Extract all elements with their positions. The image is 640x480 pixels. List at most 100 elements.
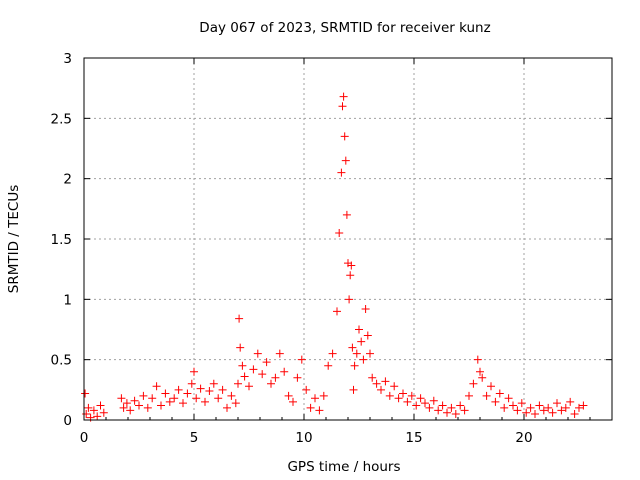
- data-point: [284, 391, 293, 400]
- data-point: [235, 314, 244, 323]
- data-point: [357, 337, 366, 346]
- data-point: [337, 168, 346, 177]
- data-point: [183, 389, 192, 398]
- data-point: [473, 355, 482, 364]
- data-point: [117, 394, 126, 403]
- data-point: [157, 401, 165, 410]
- data-point: [143, 403, 152, 412]
- data-point: [566, 397, 575, 406]
- data-point: [476, 367, 484, 376]
- data-point: [412, 401, 421, 410]
- data-point: [161, 389, 170, 398]
- data-point: [338, 102, 347, 111]
- data-point: [513, 406, 522, 415]
- data-point: [509, 401, 517, 410]
- data-point: [240, 372, 249, 381]
- data-point: [135, 401, 143, 410]
- data-point: [297, 355, 306, 364]
- data-point: [561, 403, 570, 412]
- data-point: [289, 397, 297, 406]
- x-tick-label: 0: [80, 430, 89, 446]
- y-tick-label: 0: [63, 413, 72, 429]
- data-point: [352, 349, 361, 358]
- data-point: [342, 210, 351, 219]
- data-point: [258, 370, 267, 379]
- data-point: [139, 391, 148, 400]
- data-point: [165, 397, 174, 406]
- data-point: [275, 349, 284, 358]
- data-point: [438, 401, 447, 410]
- data-point: [280, 367, 289, 376]
- data-point: [531, 409, 539, 418]
- data-point: [126, 406, 135, 415]
- data-point: [311, 394, 319, 403]
- data-point: [348, 343, 357, 352]
- data-point: [403, 397, 412, 406]
- y-tick-label: 1: [63, 292, 72, 308]
- y-tick-label: 1.5: [51, 232, 72, 248]
- data-point: [293, 373, 302, 382]
- x-tick-label: 15: [405, 430, 422, 446]
- data-point: [460, 406, 469, 415]
- y-tick-label: 0.5: [51, 353, 72, 369]
- data-point: [130, 396, 139, 405]
- data-point: [341, 156, 350, 165]
- data-point: [469, 379, 478, 388]
- data-point: [377, 385, 385, 394]
- data-point: [262, 358, 271, 367]
- data-point: [579, 401, 588, 410]
- data-point: [465, 391, 473, 400]
- data-point: [526, 403, 535, 412]
- data-point: [487, 382, 495, 391]
- data-point: [122, 399, 131, 408]
- data-point: [372, 379, 381, 388]
- data-point: [170, 394, 179, 403]
- data-point: [500, 403, 509, 412]
- data-point: [81, 389, 90, 398]
- data-point: [302, 385, 311, 394]
- data-point: [421, 399, 429, 408]
- data-point: [451, 409, 460, 418]
- data-point: [227, 391, 236, 400]
- data-point: [495, 389, 504, 398]
- data-point: [99, 408, 108, 417]
- data-point: [245, 382, 253, 391]
- data-point: [347, 261, 356, 270]
- x-tick-label: 20: [515, 430, 532, 446]
- data-point: [456, 401, 465, 410]
- data-point: [335, 228, 344, 237]
- data-point: [152, 382, 161, 391]
- data-point: [539, 406, 548, 415]
- data-point: [333, 307, 341, 316]
- data-point: [201, 397, 209, 406]
- data-point: [349, 385, 358, 394]
- y-axis-label: SRMTID / TECUs: [6, 185, 22, 293]
- x-tick-label: 10: [295, 430, 312, 446]
- data-point: [346, 271, 355, 280]
- data-point: [340, 132, 349, 141]
- data-point: [93, 412, 102, 421]
- data-point: [447, 403, 456, 412]
- y-tick-label: 2.5: [51, 111, 72, 127]
- data-point: [306, 403, 315, 412]
- data-point: [399, 389, 407, 398]
- tick-labels: 0 0.5 1 1.5 2 2.5 3 0 5 10 15 20: [51, 51, 533, 446]
- data-point: [359, 355, 368, 364]
- data-point: [416, 394, 425, 403]
- data-point: [190, 367, 198, 376]
- data-point: [174, 385, 183, 394]
- data-point: [236, 343, 245, 352]
- data-point: [328, 349, 337, 358]
- data-point: [148, 394, 157, 403]
- grid-lines: [84, 58, 612, 420]
- data-point: [522, 408, 531, 417]
- data-point: [517, 399, 526, 408]
- data-point: [231, 399, 240, 408]
- data-point: [192, 394, 201, 403]
- data-point: [196, 384, 205, 393]
- data-point: [548, 408, 557, 417]
- data-point: [324, 361, 333, 370]
- data-point: [209, 379, 218, 388]
- data-point: [504, 394, 513, 403]
